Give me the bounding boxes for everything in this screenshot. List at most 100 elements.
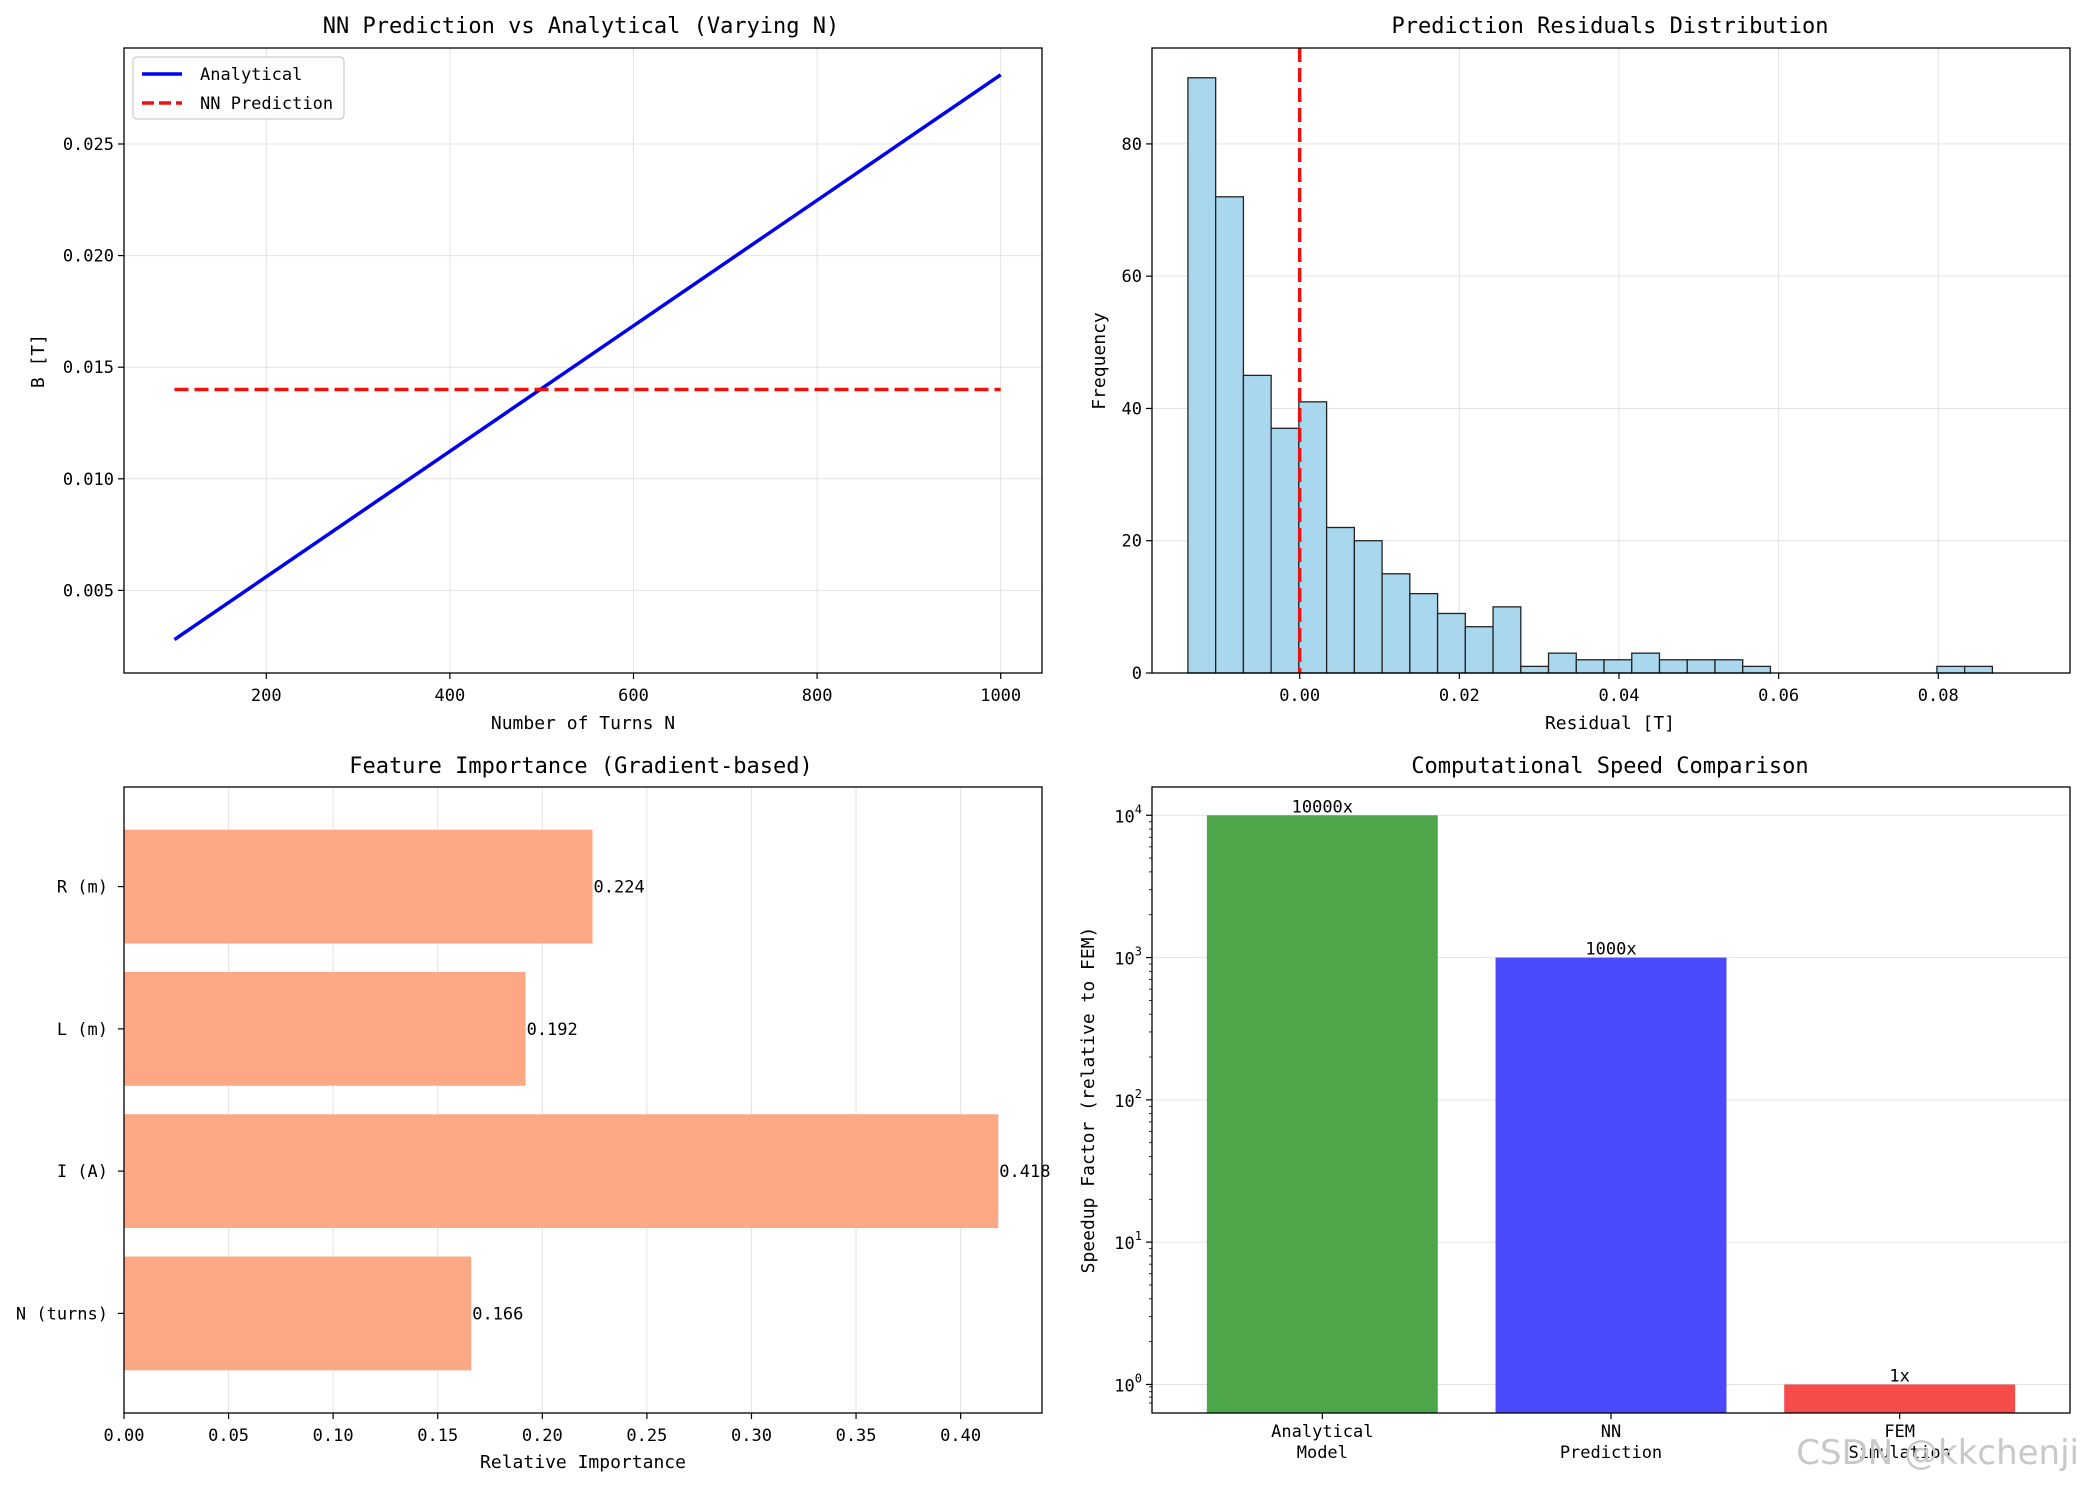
- analytical-line: [173, 73, 1002, 641]
- tick-exponent: 4: [1135, 802, 1142, 816]
- histogram-bar: [1631, 652, 1661, 674]
- x-tick-label: 0.00: [1279, 686, 1320, 706]
- tick-exponent: 0: [1135, 1371, 1142, 1385]
- bar-value-label: 10000x: [1292, 797, 1353, 817]
- watermark: CSDN @kkchenji: [1796, 1433, 2079, 1473]
- axis-ticks: 100101102103104AnalyticalModelNNPredicti…: [1114, 802, 1951, 1463]
- feature-bar: [124, 971, 526, 1086]
- y-tick-label: 101: [1114, 1229, 1142, 1254]
- histogram-bar: [1270, 427, 1300, 674]
- chart-title: Computational Speed Comparison: [1411, 754, 1808, 779]
- bar-value-label: 0.166: [472, 1304, 523, 1324]
- feature-bar: [124, 1114, 999, 1229]
- x-tick-label: 0.25: [626, 1426, 667, 1446]
- x-tick-label: Simulation: [1848, 1443, 1950, 1463]
- histogram-bar: [1325, 526, 1356, 674]
- y-tick-label: 102: [1114, 1087, 1142, 1112]
- y-tick-label: R (m): [57, 878, 108, 898]
- chart-title: Prediction Residuals Distribution: [1391, 14, 1828, 39]
- x-tick-label: 0.10: [313, 1426, 354, 1446]
- chart-title: Feature Importance (Gradient-based): [349, 754, 813, 779]
- legend-label: Analytical: [200, 65, 302, 85]
- x-tick-label: 0.00: [104, 1426, 145, 1446]
- y-tick-label: 0.020: [63, 247, 114, 267]
- x-axis-label: Number of Turns N: [491, 713, 675, 734]
- barh-chart-panel: Feature Importance (Gradient-based) 0.16…: [16, 754, 1051, 1473]
- x-tick-label: 1000: [980, 686, 1021, 706]
- tick-base: 10: [1114, 1234, 1134, 1254]
- histogram-bars: [1187, 48, 1994, 674]
- legend-box: [132, 56, 345, 120]
- histogram-bar: [1575, 659, 1605, 674]
- y-axis-label: B [T]: [28, 334, 49, 388]
- tick-exponent: 3: [1135, 945, 1142, 959]
- histogram-panel: Prediction Residuals Distribution 0.00 0.…: [1089, 14, 2071, 734]
- y-tick-label: L (m): [57, 1020, 108, 1040]
- plot-frame: [123, 47, 1043, 674]
- histogram-bar: [1603, 659, 1633, 674]
- speed-chart-panel: Computational Speed Comparison 10000x100…: [1078, 754, 2071, 1463]
- bar-value-label: 1x: [1889, 1366, 1909, 1386]
- tick-base: 10: [1114, 1376, 1134, 1396]
- x-tick-label: 0.15: [417, 1426, 458, 1446]
- bar-value-label: 0.224: [594, 878, 645, 898]
- y-tick-label: N (turns): [16, 1304, 108, 1324]
- x-tick-label: 400: [435, 686, 466, 706]
- bar-value-label: 1000x: [1585, 940, 1636, 960]
- y-tick-label: 100: [1114, 1371, 1142, 1396]
- speed-bars: 10000x 1000x 1x: [1206, 797, 2016, 1413]
- tick-base: 10: [1114, 807, 1134, 827]
- histogram-bar: [1742, 665, 1772, 674]
- histogram-bar: [1520, 665, 1550, 674]
- x-tick-label: Model: [1297, 1443, 1348, 1463]
- bar-value-label: 0.192: [527, 1020, 578, 1040]
- feature-bars: 0.166 0.418 0.192 0.224: [124, 829, 1050, 1371]
- histogram-bar: [1936, 665, 1966, 674]
- plot-frame: [123, 786, 1043, 1414]
- line-chart-panel: NN Prediction vs Analytical (Varying N) …: [28, 14, 1043, 734]
- legend-label: NN Prediction: [200, 94, 333, 114]
- y-tick-label: 80: [1122, 135, 1142, 155]
- histogram-bar: [1409, 592, 1439, 674]
- y-tick-label: 0: [1132, 664, 1142, 684]
- histogram-bar: [1547, 652, 1577, 674]
- histogram-bar: [1492, 606, 1522, 674]
- tick-base: 10: [1114, 950, 1134, 970]
- x-tick-label: 0.30: [731, 1426, 772, 1446]
- axis-ticks: 0.00 0.02 0.04 0.06 0.08 0 20 40 60 80: [1122, 135, 1959, 706]
- y-tick-label: 0.025: [63, 135, 114, 155]
- histogram-bar: [1464, 626, 1494, 674]
- bar-value-label: 0.418: [999, 1162, 1050, 1182]
- x-tick-label: 0.08: [1918, 686, 1959, 706]
- legend: Analytical NN Prediction: [132, 56, 345, 120]
- tick-base: 10: [1114, 1092, 1134, 1112]
- series-lines: [173, 73, 1002, 641]
- histogram-bar: [1381, 573, 1411, 674]
- x-tick-label: 0.06: [1758, 686, 1799, 706]
- tick-exponent: 1: [1135, 1229, 1142, 1243]
- y-tick-label: 104: [1114, 802, 1142, 827]
- grid: [124, 48, 1042, 673]
- x-tick-label: NN: [1601, 1422, 1621, 1442]
- x-tick-label: 0.20: [522, 1426, 563, 1446]
- y-tick-label: 0.005: [63, 581, 114, 601]
- histogram-bar: [1242, 374, 1272, 674]
- histogram-bar: [1353, 540, 1383, 674]
- x-tick-label: Analytical: [1271, 1422, 1373, 1442]
- x-tick-label: 800: [802, 686, 833, 706]
- x-tick-label: Prediction: [1560, 1443, 1662, 1463]
- feature-bar: [124, 1256, 472, 1371]
- tick-exponent: 2: [1135, 1087, 1142, 1101]
- histogram-bar: [1298, 401, 1328, 674]
- x-tick-label: 200: [251, 686, 282, 706]
- x-axis-label: Residual [T]: [1545, 713, 1675, 734]
- speed-bar: [1784, 1384, 2016, 1413]
- axis-ticks: 200 400 600 800 1000 0.005 0.010 0.015 0.020 0.02…: [63, 135, 1021, 706]
- histogram-bar: [1658, 659, 1688, 674]
- y-tick-label: 103: [1114, 945, 1142, 970]
- histogram-bar: [1187, 77, 1217, 674]
- y-axis-label: Speedup Factor (relative to FEM): [1078, 927, 1099, 1274]
- speed-bar: [1206, 815, 1438, 1413]
- y-tick-label: 20: [1122, 532, 1142, 552]
